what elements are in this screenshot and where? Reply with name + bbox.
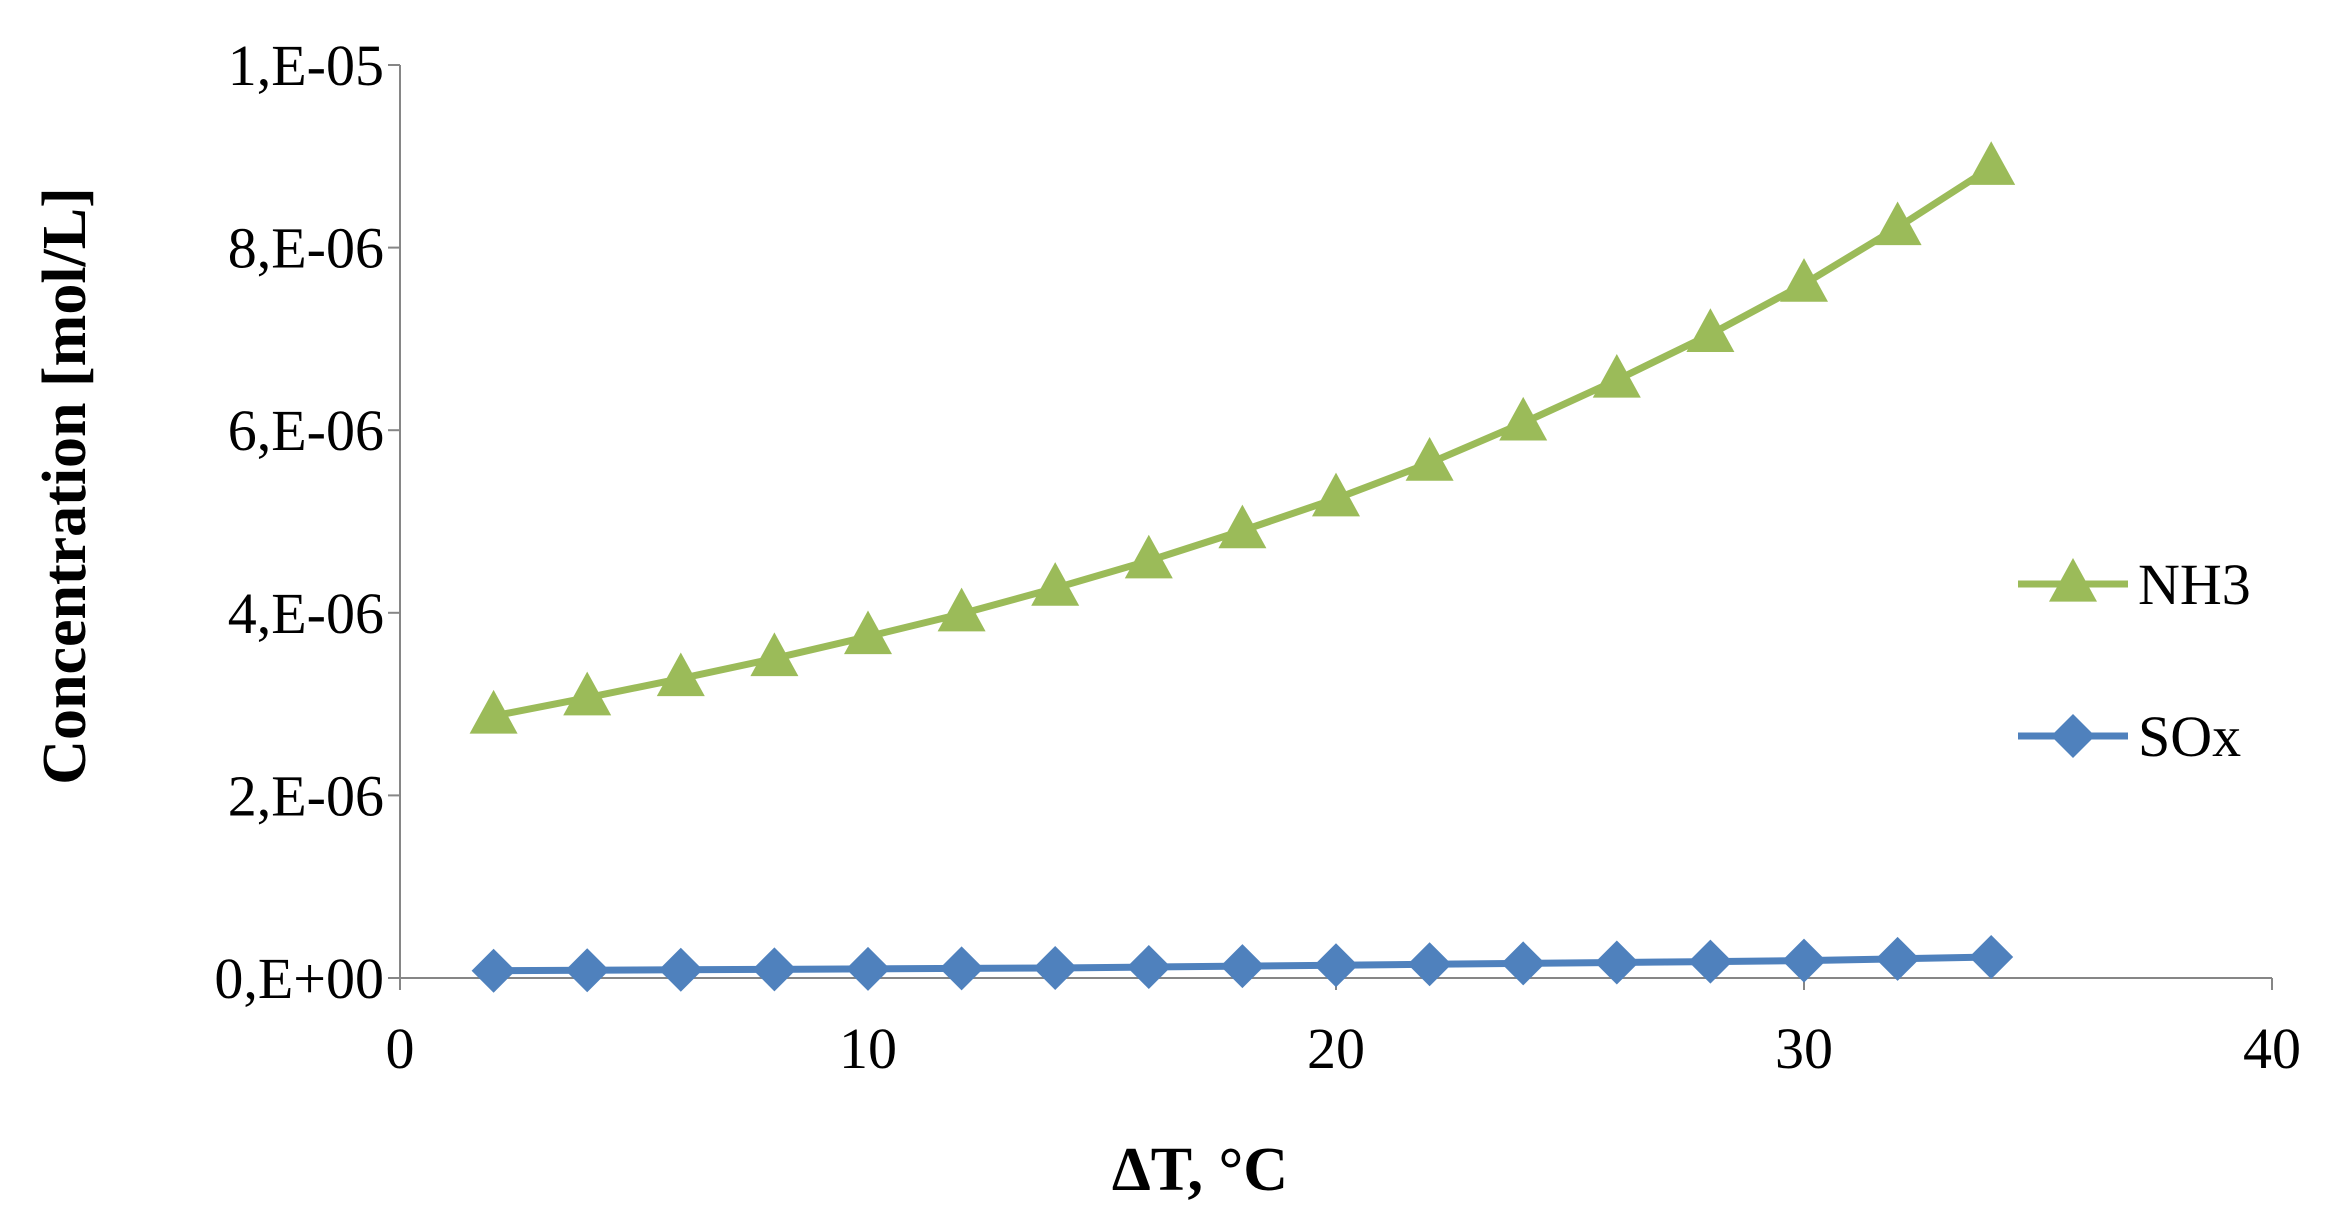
data-point: [1873, 201, 1922, 246]
x-tick-label: 0: [386, 1016, 415, 1081]
data-point: [1124, 534, 1173, 579]
legend-entry-nh3: NH3: [2018, 552, 2251, 617]
data-point: [1220, 944, 1265, 989]
data-point: [844, 610, 892, 655]
x-axis-title: ΔT, °C: [1112, 1136, 1288, 1204]
data-point: [752, 947, 797, 992]
data-point: [939, 946, 984, 991]
data-point: [1499, 396, 1548, 441]
data-point: [1967, 141, 2016, 185]
data-point: [1686, 308, 1735, 352]
data-point: [565, 948, 610, 993]
legend-entry-sox: SOx: [2018, 704, 2241, 769]
y-tick-label: 2,E-06: [228, 763, 384, 828]
legend-label: NH3: [2138, 552, 2251, 617]
x-tick-label: 40: [2243, 1016, 2301, 1081]
x-tick-label: 10: [839, 1016, 897, 1081]
data-point: [1314, 943, 1358, 988]
data-point: [1875, 936, 1920, 981]
data-point: [1405, 437, 1454, 481]
legend-marker: [2051, 714, 2095, 758]
x-tick-label: 30: [1775, 1016, 1833, 1081]
series-line: [492, 164, 1994, 720]
y-axis-title: Concentration [mol/L]: [31, 187, 99, 785]
data-point: [1312, 472, 1360, 517]
data-point: [1594, 940, 1639, 985]
x-axis-ticks: 0 10 20 30 40: [386, 978, 2301, 1081]
x-tick-label: 20: [1307, 1016, 1365, 1081]
data-point: [1780, 258, 1828, 302]
data-point: [563, 671, 612, 716]
axes: [399, 65, 2272, 979]
data-point: [1033, 945, 1078, 990]
series-sox: [471, 935, 2014, 993]
data-point: [658, 947, 703, 992]
data-point: [937, 587, 986, 632]
y-tick-label: 1,E-05: [228, 33, 384, 98]
legend: NH3 SOx: [2018, 552, 2251, 769]
data-point: [1218, 504, 1267, 549]
legend-label: SOx: [2138, 704, 2241, 769]
data-point: [1407, 942, 1452, 987]
data-point: [1501, 941, 1546, 986]
legend-marker: [2049, 557, 2097, 602]
data-point: [656, 652, 705, 697]
y-tick-label: 6,E-06: [228, 398, 384, 463]
y-tick-label: 4,E-06: [228, 581, 384, 646]
data-point: [1592, 353, 1641, 398]
series-nh3: [469, 141, 2016, 734]
data-point: [846, 946, 890, 991]
data-point: [1969, 935, 2014, 980]
data-point: [750, 632, 799, 677]
y-tick-label: 0,E+00: [214, 946, 384, 1011]
data-point: [469, 689, 518, 734]
data-point: [1126, 945, 1171, 990]
data-point: [1782, 938, 1826, 983]
data-point: [471, 948, 516, 993]
data-point: [1031, 562, 1080, 606]
data-point: [1688, 939, 1733, 984]
series-layer: [469, 141, 2016, 993]
y-tick-label: 8,E-06: [228, 216, 384, 281]
y-axis-ticks: 0,E+00 2,E-06 4,E-06 6,E-06 8,E-06 1,E-05: [214, 33, 400, 1011]
